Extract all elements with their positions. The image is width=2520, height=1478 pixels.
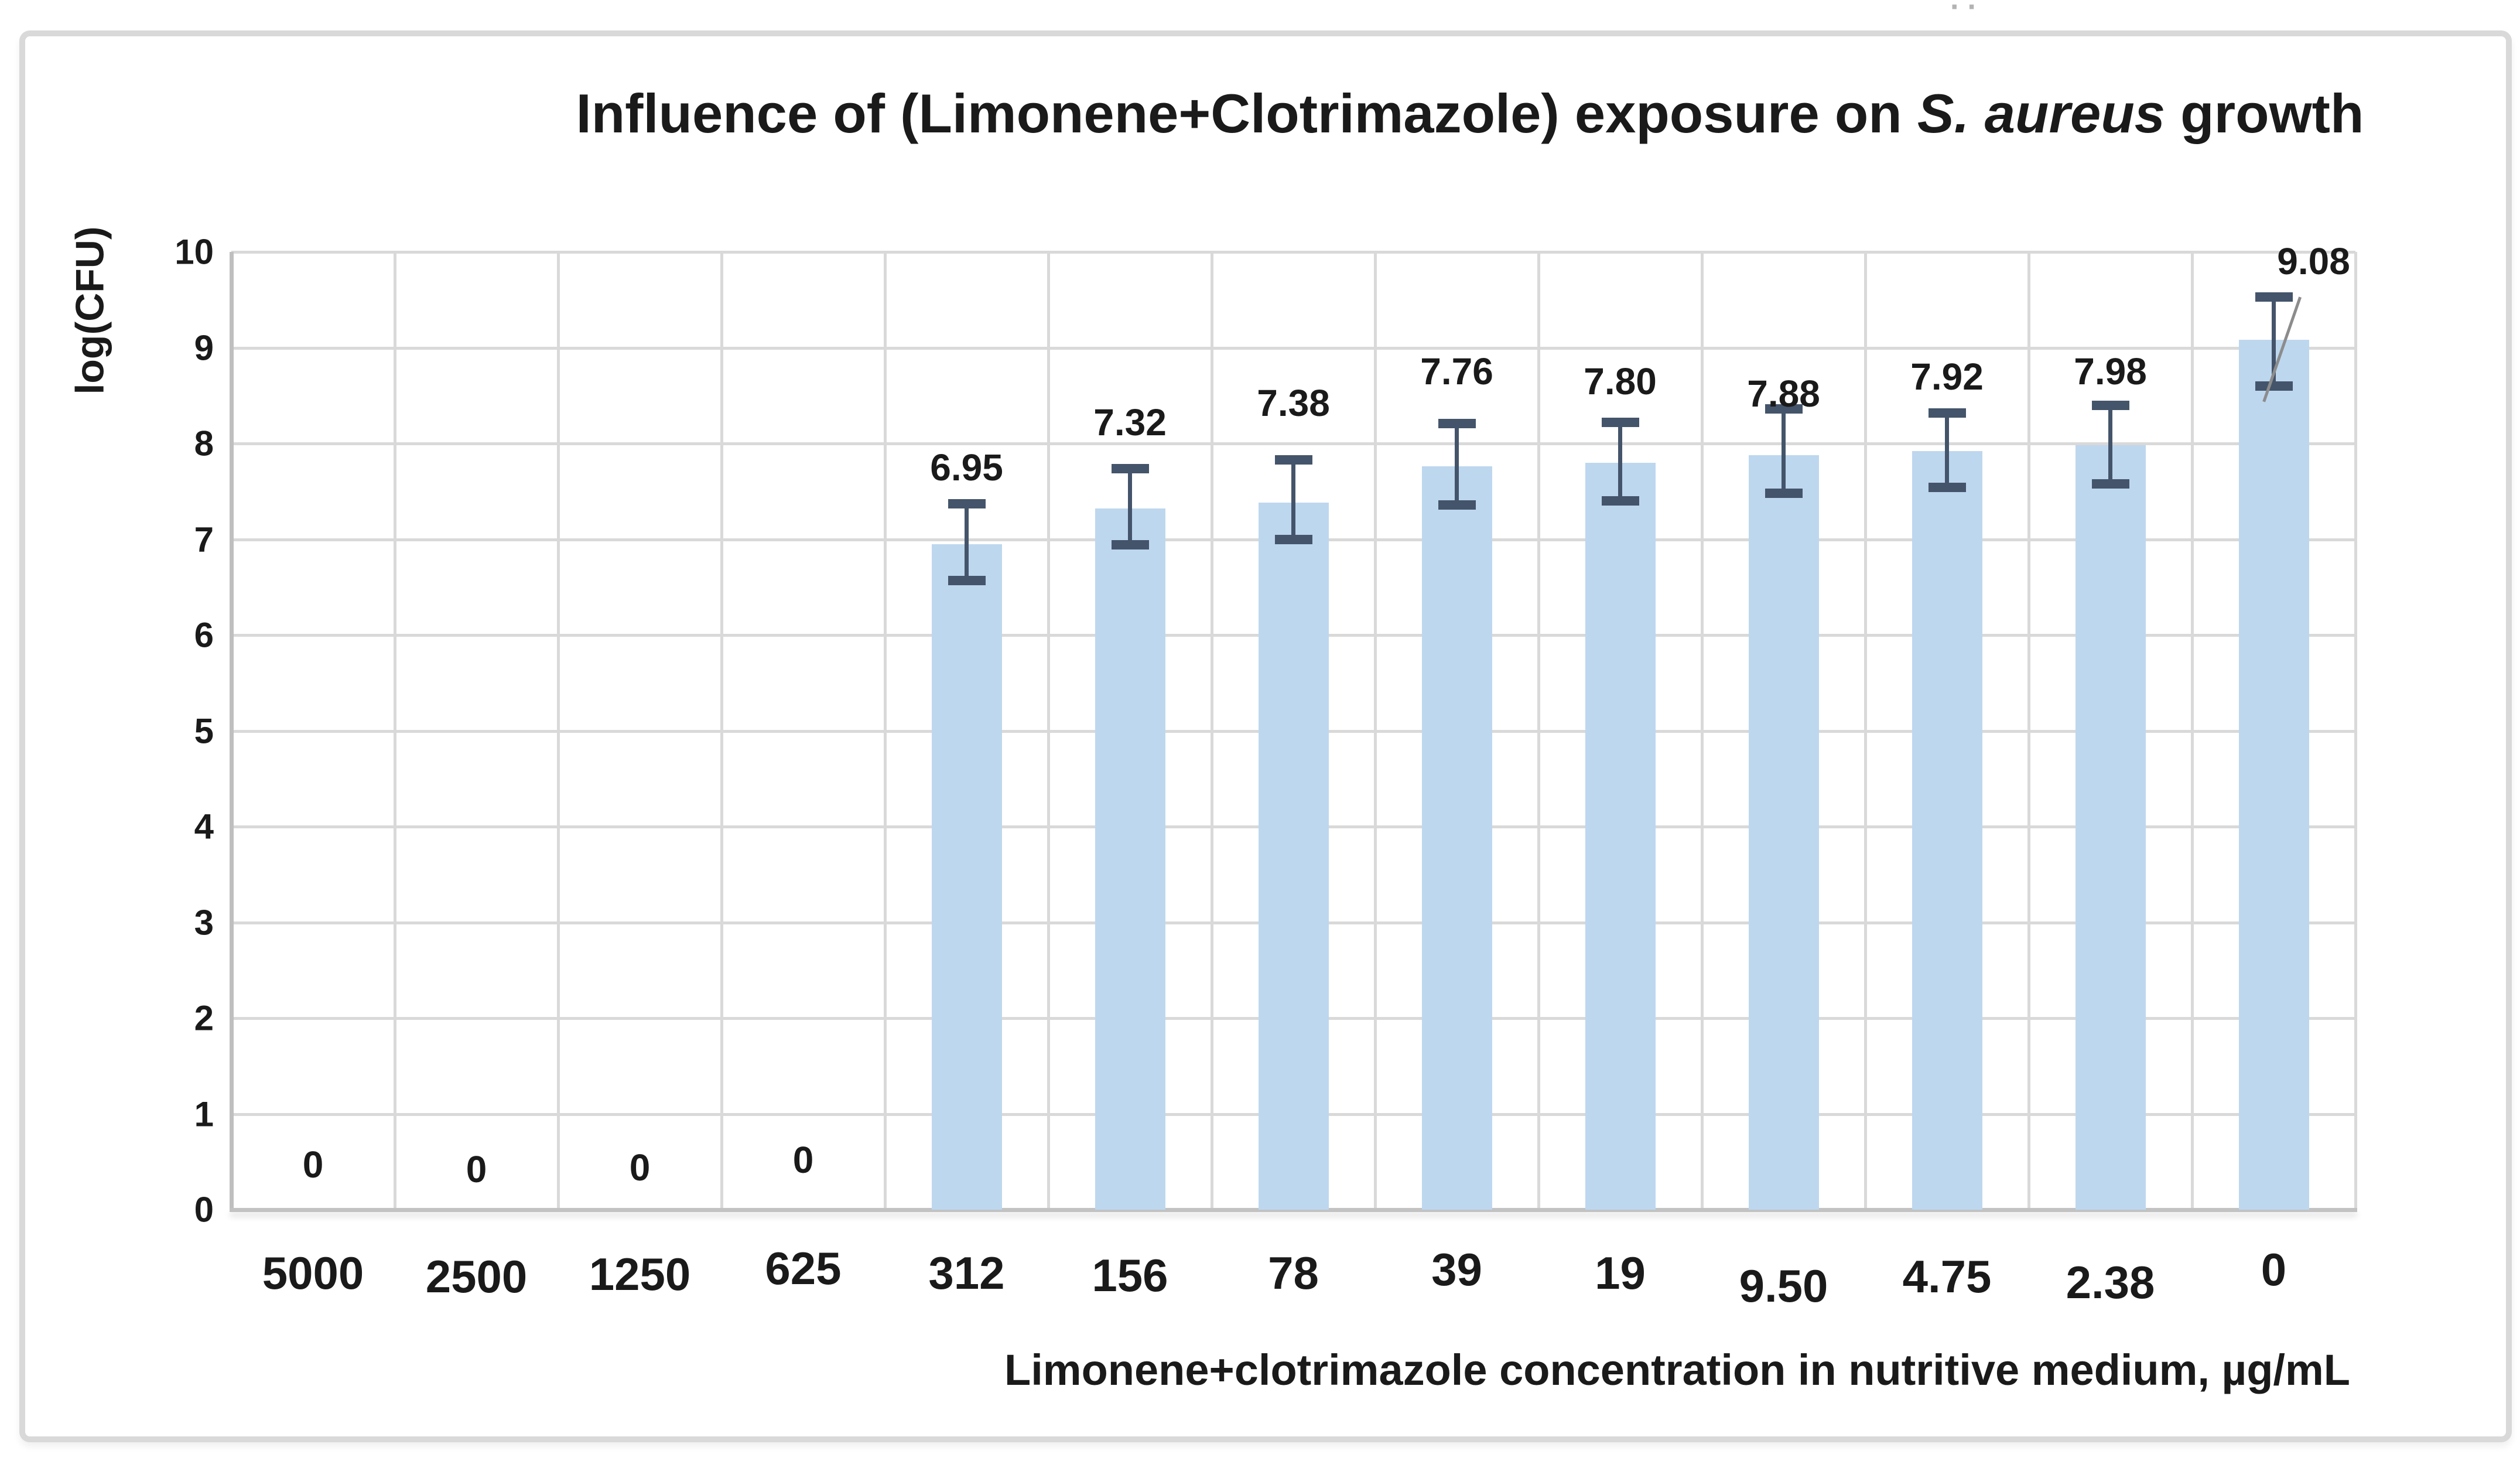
x-tick-label: 39 [1431,1244,1482,1295]
x-tick-label: 9.50 [1739,1260,1828,1312]
error-bar-cap-bottom [1765,489,1803,499]
bar [1912,451,1982,1210]
x-tick-label: 19 [1595,1247,1646,1299]
v-gridline [1701,252,1704,1210]
v-gridline [557,252,560,1210]
bar [1421,466,1492,1210]
chart-title-part: Influence of (Limonene+Clotrimazole) exp… [576,83,1917,144]
error-bar-cap-top [948,499,986,508]
error-bar-line [1291,459,1295,540]
bar-value-label: 7.98 [2074,350,2147,393]
chart-title-part: growth [2165,83,2364,144]
bar [2238,340,2309,1210]
bar-value-label: 0 [629,1146,651,1189]
v-gridline [1047,252,1050,1210]
error-bar-line [965,504,969,581]
error-bar-cap-bottom [2091,479,2129,489]
bar [1748,455,1819,1210]
y-tick-label: 7 [194,520,214,559]
bar-value-label: 7.76 [1420,350,1493,393]
x-tick-label: 156 [1092,1250,1168,1301]
y-tick-label: 3 [194,903,214,942]
error-bar-line [1618,422,1622,501]
bar-value-label: 7.32 [1093,401,1167,444]
v-gridline [394,252,396,1210]
h-gridline [231,251,2355,254]
chart-title-species-italic: S. aureus [1917,83,2166,144]
v-gridline [1537,252,1540,1210]
error-bar-cap-top [2091,400,2129,410]
y-tick-label: 2 [194,998,214,1038]
error-bar-cap-top [1928,408,1966,418]
bar-value-label: 0 [466,1148,487,1191]
error-bar-cap-top [1765,404,1803,414]
error-bar-line [1128,468,1132,545]
chart-title: Influence of (Limonene+Clotrimazole) exp… [576,82,2364,145]
v-gridline [720,252,723,1210]
error-bar-line [1782,409,1786,493]
error-bar-cap-top [1438,418,1476,428]
x-tick-label: 78 [1268,1247,1319,1299]
x-tick-label: 5000 [262,1247,364,1299]
error-bar-cap-top [1111,463,1149,473]
v-gridline [2191,252,2194,1210]
y-tick-label: 0 [194,1190,214,1230]
error-bar-cap-bottom [948,575,986,585]
bar-value-label: 7.38 [1257,382,1330,425]
error-bar-cap-bottom [1274,534,1312,544]
error-bar-line [1455,423,1459,505]
bar [1095,508,1165,1210]
bar [1258,503,1329,1210]
bar-value-label: 7.80 [1584,360,1657,402]
y-tick-label: 9 [194,328,214,367]
error-bar-cap-bottom [2255,381,2293,391]
bar [931,544,1002,1210]
y-tick-label: 8 [194,424,214,463]
error-bar-line [2108,405,2112,484]
bar-value-label: 0 [302,1144,324,1186]
v-gridline [2027,252,2030,1210]
error-bar-cap-top [2255,292,2293,302]
x-tick-label: 0 [2261,1244,2287,1295]
bar [2075,445,2146,1210]
bar-value-label: 6.95 [930,446,1003,489]
v-gridline [2354,252,2357,1210]
v-gridline [884,252,887,1210]
error-bar-cap-bottom [1438,500,1476,510]
y-tick-label: 1 [194,1094,214,1134]
bar-value-label: 7.92 [1910,355,1984,398]
v-gridline [1374,252,1377,1210]
y-tick-label: 10 [175,232,214,272]
bar-value-label: 7.88 [1747,372,1820,415]
error-bar-cap-bottom [1928,483,1966,493]
bar-value-label: 0 [792,1138,814,1181]
x-tick-label: 312 [928,1247,1005,1299]
scan-artifact-dots: ·· [1950,0,1985,24]
error-bar-cap-top [1601,418,1639,428]
x-tick-label: 2500 [425,1251,528,1302]
x-tick-label: 4.75 [1902,1251,1992,1302]
y-axis-line [230,252,234,1210]
y-tick-label: 6 [194,615,214,655]
bar-value-label: 9.08 [2277,240,2350,283]
x-tick-label: 2.38 [2066,1257,2155,1308]
h-gridline [231,442,2355,445]
bar [1585,462,1656,1210]
v-gridline [1211,252,1213,1210]
x-tick-label: 625 [765,1243,842,1294]
y-tick-label: 4 [194,807,214,846]
error-bar-cap-bottom [1601,496,1639,506]
x-axis-title: Limonene+clotrimazole concentration in n… [1004,1346,2350,1394]
v-gridline [1864,252,1867,1210]
h-gridline [231,346,2355,350]
error-bar-line [2272,296,2276,386]
y-tick-label: 5 [194,711,214,750]
error-bar-cap-bottom [1111,540,1149,550]
error-bar-cap-top [1274,455,1312,465]
x-tick-label: 1250 [589,1248,691,1300]
error-bar-line [1945,412,1949,488]
x-axis-baseline [230,1208,2357,1212]
